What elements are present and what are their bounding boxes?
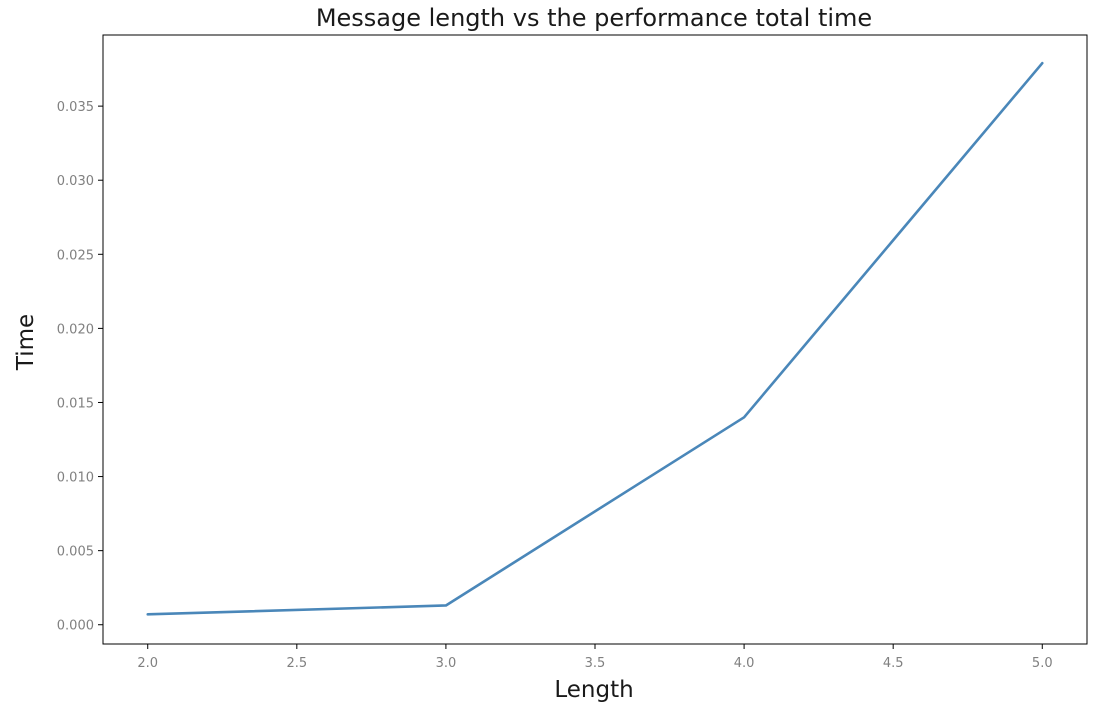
y-axis-title: Time: [13, 314, 39, 371]
y-tick-label: 0.035: [57, 100, 94, 115]
chart-title: Message length vs the performance total …: [316, 4, 872, 32]
y-tick-label: 0.020: [57, 322, 94, 337]
x-tick-label: 2.0: [137, 656, 158, 671]
y-tick-label: 0.025: [57, 248, 94, 263]
y-tick-label: 0.000: [57, 619, 94, 634]
y-tick-label: 0.005: [57, 545, 94, 560]
y-tick-label: 0.030: [57, 174, 94, 189]
plot-area-frame: [102, 34, 1088, 645]
series-layer: [146, 61, 1044, 616]
x-axis: 2.0 2.5 3.0 3.5 4.0 4.5 5.0: [137, 644, 1053, 671]
x-tick-label: 2.5: [286, 656, 307, 671]
x-axis-title: Length: [554, 677, 633, 703]
y-axis: 0.000 0.005 0.010 0.015 0.020 0.025 0.030 0.035: [57, 100, 103, 634]
x-tick-label: 3.5: [585, 656, 606, 671]
x-tick-label: 4.5: [883, 656, 904, 671]
series-line: [146, 61, 1044, 616]
x-tick-label: 4.0: [734, 656, 755, 671]
x-tick-label: 5.0: [1032, 656, 1053, 671]
y-tick-label: 0.015: [57, 396, 94, 411]
y-tick-label: 0.010: [57, 471, 94, 486]
x-tick-label: 3.0: [436, 656, 457, 671]
